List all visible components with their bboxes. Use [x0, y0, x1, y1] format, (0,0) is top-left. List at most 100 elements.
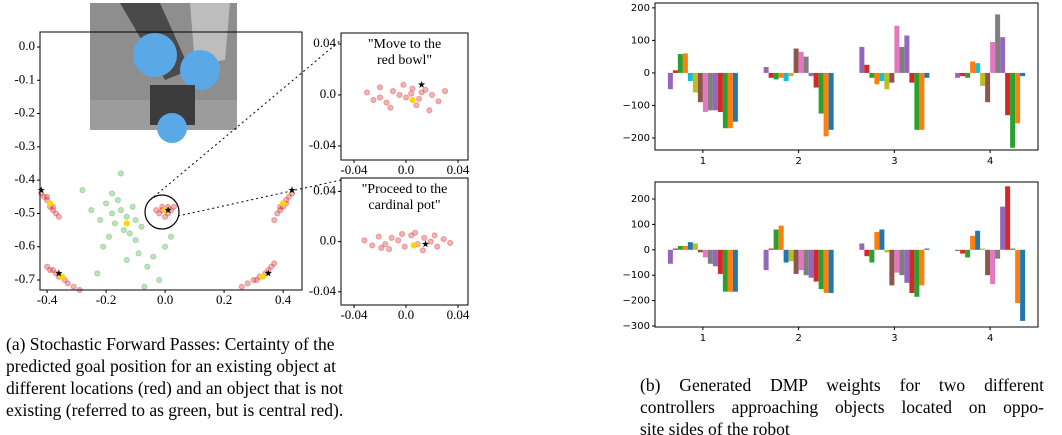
bar	[1005, 186, 1011, 250]
bar	[783, 72, 789, 82]
bar	[889, 249, 895, 286]
axes-frame	[39, 31, 303, 291]
scatter-point	[363, 89, 371, 96]
y-tick-label: 0.0	[19, 38, 35, 53]
bar	[879, 229, 885, 250]
scatter-point	[361, 237, 368, 244]
bar	[818, 249, 824, 290]
robot-render	[90, 3, 237, 143]
axes-frame	[340, 177, 469, 306]
y-tick-label: −100	[623, 270, 650, 281]
bar	[980, 248, 986, 250]
scatter-point	[409, 85, 416, 92]
y-tick-label: -0.1	[14, 71, 35, 86]
scatter-point	[411, 229, 419, 236]
scatter-point	[102, 200, 110, 207]
scatter-point	[43, 263, 51, 270]
bar	[732, 72, 738, 122]
star-marker	[55, 269, 63, 277]
y-tick-label: -0.7	[14, 271, 35, 286]
bar	[778, 72, 784, 78]
bar	[707, 249, 713, 264]
x-tick-label: 0.2	[216, 292, 232, 307]
bar	[763, 67, 769, 73]
bar	[823, 249, 829, 293]
axes-frame	[654, 181, 1039, 328]
scatter-point	[440, 236, 447, 243]
scatter-point	[70, 283, 77, 290]
inset-title: cardinal pot"	[368, 198, 440, 213]
scatter-point	[378, 244, 385, 252]
scatter-point	[244, 280, 251, 287]
caption-line: existing (referred to as green, but is c…	[6, 400, 344, 420]
caption-line: site sides of the robot	[640, 419, 790, 435]
scatter-point	[170, 203, 178, 210]
scatter-point	[135, 250, 142, 257]
bar	[788, 249, 794, 262]
scatter-point	[123, 213, 130, 220]
x-tick-label: 0.0	[157, 292, 173, 307]
scatter-point	[376, 94, 384, 101]
bar	[667, 249, 673, 264]
axes-frame	[654, 2, 1039, 151]
bar	[879, 72, 885, 82]
bar	[1020, 249, 1026, 321]
bar	[884, 249, 890, 253]
bar	[985, 72, 991, 103]
scatter-point	[375, 233, 382, 240]
scatter-point	[280, 200, 287, 207]
scatter-point	[46, 266, 54, 274]
bar	[909, 72, 915, 83]
scatter-point	[369, 242, 376, 249]
scatter-point	[418, 89, 425, 96]
bar	[672, 70, 678, 73]
y-tick-label: -0.2	[14, 105, 35, 120]
bar	[955, 249, 961, 252]
bar	[960, 72, 966, 77]
bar	[813, 249, 819, 282]
bar	[985, 249, 991, 276]
bar	[727, 72, 733, 129]
scatter-point	[120, 226, 127, 234]
scatter-point	[132, 216, 139, 224]
bar	[828, 72, 834, 130]
bar	[1010, 72, 1016, 148]
bar	[995, 14, 1001, 73]
scatter-point	[126, 230, 133, 237]
bar	[955, 72, 961, 78]
scatter-point	[388, 234, 395, 241]
bar	[808, 249, 814, 278]
bar	[990, 42, 996, 73]
scatter-point	[431, 232, 438, 239]
scatter-point	[428, 91, 436, 99]
y-tick-label: -0.04	[309, 283, 337, 298]
zoom-line	[149, 39, 342, 201]
caption: (a) Stochastic Forward Passes: Certainty…	[6, 333, 344, 421]
scatter-point	[111, 220, 119, 227]
bar	[793, 48, 799, 73]
scatter-point	[153, 207, 160, 214]
bar	[884, 72, 890, 90]
scatter-point	[268, 263, 275, 270]
bar	[1000, 37, 1006, 73]
axes-frame	[340, 32, 469, 161]
scatter-point	[250, 276, 257, 284]
bar	[813, 72, 819, 88]
bar	[763, 249, 769, 271]
bar	[667, 72, 673, 90]
scatter-point	[46, 200, 54, 207]
y-tick-label: -0.3	[14, 138, 35, 153]
scatter-point	[108, 190, 116, 197]
scatter-point	[385, 246, 393, 253]
bar	[687, 242, 693, 250]
bar	[924, 248, 930, 250]
scatter-point	[435, 98, 442, 105]
bar	[773, 229, 779, 250]
y-tick-label: 100	[631, 35, 650, 46]
star-marker	[421, 240, 430, 248]
bar	[975, 63, 981, 73]
y-tick-label: -0.04	[309, 137, 337, 152]
bar	[707, 72, 713, 111]
bar	[692, 243, 698, 250]
scatter-point	[376, 84, 384, 91]
